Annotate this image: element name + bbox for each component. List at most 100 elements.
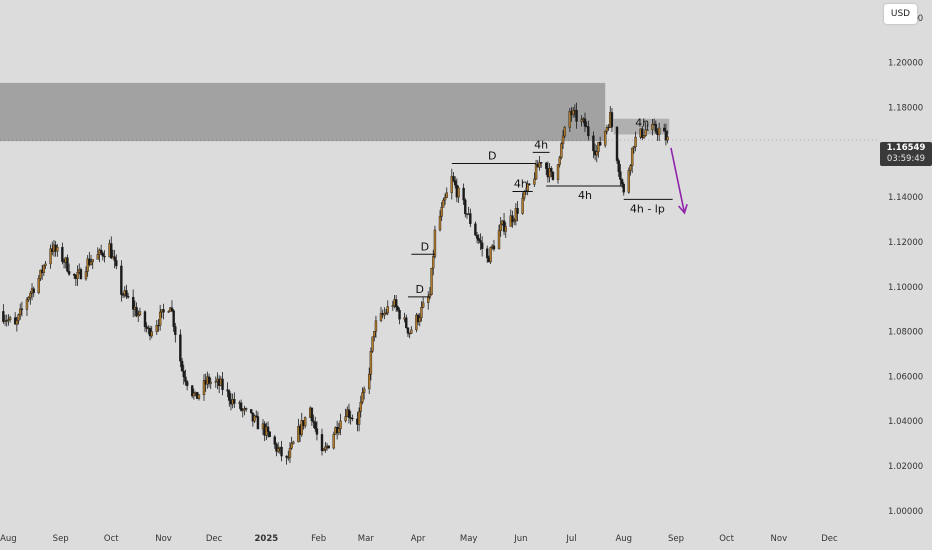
- candle-body-145: [344, 416, 347, 422]
- candle-body-122: [288, 448, 292, 458]
- candle-body-173: [408, 333, 411, 335]
- candle-body-185: [438, 216, 442, 231]
- candle-body-253: [597, 142, 600, 152]
- candle-body-262: [619, 171, 622, 180]
- candle-body-14: [32, 288, 35, 293]
- currency-selector[interactable]: USD: [884, 4, 917, 24]
- candle-body-279: [657, 127, 661, 135]
- candle-body-81: [192, 392, 196, 397]
- y-tick-7: 1.14000: [888, 193, 923, 203]
- candle-body-8: [19, 308, 22, 315]
- candle-body-28: [66, 257, 69, 272]
- candle-body-3: [7, 319, 10, 321]
- candle-body-149: [351, 417, 354, 420]
- candle-body-174: [410, 329, 413, 334]
- candle-body-73: [172, 310, 175, 327]
- candle-body-267: [630, 147, 634, 166]
- candle-body-225: [533, 178, 536, 185]
- candle-body-40: [96, 254, 99, 260]
- level-label-0: D: [416, 283, 424, 296]
- candle-countdown: 03:59:49: [886, 154, 926, 164]
- candle-body-223: [526, 183, 529, 192]
- candle-body-0: [2, 311, 5, 322]
- candle-body-266: [629, 165, 632, 171]
- projection-arrow-head: [678, 203, 688, 215]
- candle-body-244: [575, 109, 578, 122]
- candle-body-117: [276, 448, 280, 452]
- candle-body-162: [383, 312, 386, 316]
- candle-body-55: [131, 296, 135, 310]
- candle-body-44: [103, 255, 106, 258]
- candle-body-123: [290, 443, 293, 449]
- candle-body-76: [180, 360, 184, 372]
- candle-body-168: [396, 306, 400, 311]
- candle-body-272: [642, 135, 646, 138]
- candle-body-237: [560, 143, 563, 158]
- projection-arrow-line: [670, 147, 686, 213]
- candle-body-202: [477, 238, 480, 241]
- candle-body-140: [332, 434, 335, 449]
- candle-body-260: [615, 126, 619, 161]
- candle-body-143: [337, 428, 341, 433]
- candle-body-61: [145, 326, 148, 329]
- candle-body-235: [556, 164, 560, 180]
- candle-body-268: [632, 146, 636, 149]
- level-label-5: 4h: [578, 189, 592, 202]
- y-tick-3: 1.06000: [888, 372, 923, 382]
- candle-body-280: [663, 127, 666, 132]
- x-tick-13: Sep: [668, 534, 684, 544]
- candle-body-139: [327, 445, 330, 449]
- candle-body-107: [253, 415, 256, 422]
- candle-body-75: [179, 334, 182, 362]
- candle-body-183: [432, 256, 435, 269]
- candle-body-42: [99, 249, 103, 254]
- candle-body-152: [359, 401, 362, 412]
- candle-body-165: [391, 305, 394, 307]
- candle-body-184: [433, 229, 437, 257]
- candle-body-20: [49, 248, 52, 265]
- candle-body-273: [644, 129, 647, 136]
- candle-body-74: [174, 326, 177, 335]
- x-tick-9: May: [460, 534, 478, 544]
- candle-body-230: [545, 162, 548, 169]
- candle-body-80: [190, 385, 194, 397]
- x-tick-16: Dec: [821, 534, 838, 544]
- candle-body-60: [143, 311, 147, 327]
- candle-body-12: [29, 293, 32, 298]
- candle-body-218: [514, 208, 518, 221]
- level-label-2: D: [488, 150, 496, 163]
- candle-body-154: [362, 388, 366, 393]
- candle-body-132: [312, 420, 315, 423]
- zone-label: 4h: [635, 117, 649, 130]
- candle-body-239: [563, 127, 566, 137]
- candle-body-192: [453, 180, 457, 186]
- candle-body-88: [207, 376, 211, 384]
- candle-body-216: [511, 215, 514, 223]
- candle-body-226: [534, 163, 538, 180]
- candle-body-200: [474, 223, 477, 236]
- candle-body-177: [418, 317, 421, 322]
- supply-zone-0: [0, 82, 606, 142]
- y-tick-2: 1.04000: [888, 417, 923, 427]
- candle-body-144: [339, 420, 342, 430]
- x-tick-14: Oct: [719, 534, 734, 544]
- candle-body-72: [170, 307, 174, 311]
- candle-body-19: [44, 263, 47, 266]
- candle-body-271: [641, 128, 644, 138]
- candle-body-221: [523, 191, 526, 199]
- x-tick-8: Apr: [411, 534, 426, 544]
- candle-body-10: [25, 299, 29, 310]
- candle-body-105: [249, 409, 253, 414]
- current-price-label: 1.16549 03:59:49: [880, 142, 932, 166]
- candle-body-195: [462, 187, 465, 201]
- candle-body-129: [303, 417, 307, 427]
- candle-body-79: [185, 381, 189, 386]
- x-tick-12: Aug: [615, 534, 632, 544]
- candle-body-84: [197, 394, 201, 399]
- candle-body-59: [138, 311, 142, 316]
- candle-body-78: [184, 376, 187, 382]
- candle-body-191: [452, 176, 455, 181]
- x-tick-2: Oct: [104, 534, 119, 544]
- candle-body-135: [320, 434, 324, 452]
